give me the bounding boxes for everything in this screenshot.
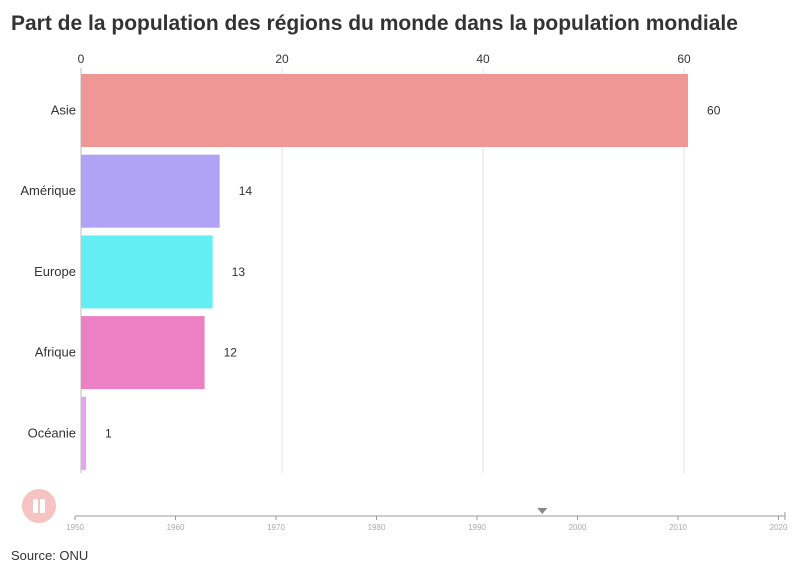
timeline-tick-label: 1970 [267, 523, 285, 532]
value-label: 60 [707, 104, 721, 118]
value-label: 13 [232, 265, 246, 279]
value-label: 12 [224, 346, 238, 360]
bar [81, 316, 205, 390]
timeline-tick-label: 2010 [669, 523, 687, 532]
source-note: Source: ONU [11, 548, 89, 563]
timeline-tick-label: 2000 [569, 523, 587, 532]
x-tick-label: 20 [275, 52, 289, 66]
value-label: 14 [239, 184, 253, 198]
timeline-tick-label: 1960 [167, 523, 185, 532]
timeline-tick-label: 1950 [66, 523, 84, 532]
category-label: Océanie [28, 425, 76, 440]
chart-title: Part de la population des régions du mon… [11, 12, 738, 35]
bar [81, 235, 213, 309]
category-label: Afrique [35, 345, 76, 360]
timeline-tick-label: 1980 [368, 523, 386, 532]
category-label: Europe [34, 264, 76, 279]
bar [81, 154, 220, 228]
pause-icon [40, 499, 45, 513]
x-tick-label: 40 [476, 52, 490, 66]
bar [81, 396, 87, 470]
pause-button[interactable] [22, 489, 56, 523]
x-tick-label: 0 [78, 52, 85, 66]
value-label: 1 [105, 426, 112, 440]
timeline-tick-label: 2020 [770, 523, 788, 532]
bar [81, 74, 689, 147]
pause-icon [33, 499, 38, 513]
timeline-tick-label: 1990 [468, 523, 486, 532]
timeline-handle-icon[interactable] [537, 508, 548, 514]
timeline-layer: 1950 1960 1970 1980 1990 2000 2010 2020 [66, 508, 788, 532]
x-tick-label: 60 [677, 52, 691, 66]
category-label: Asie [51, 103, 76, 118]
bars-layer: Asie 60 Amérique 14 Europe 13 Afrique 12 Océanie… [20, 74, 721, 470]
category-label: Amérique [20, 183, 76, 198]
